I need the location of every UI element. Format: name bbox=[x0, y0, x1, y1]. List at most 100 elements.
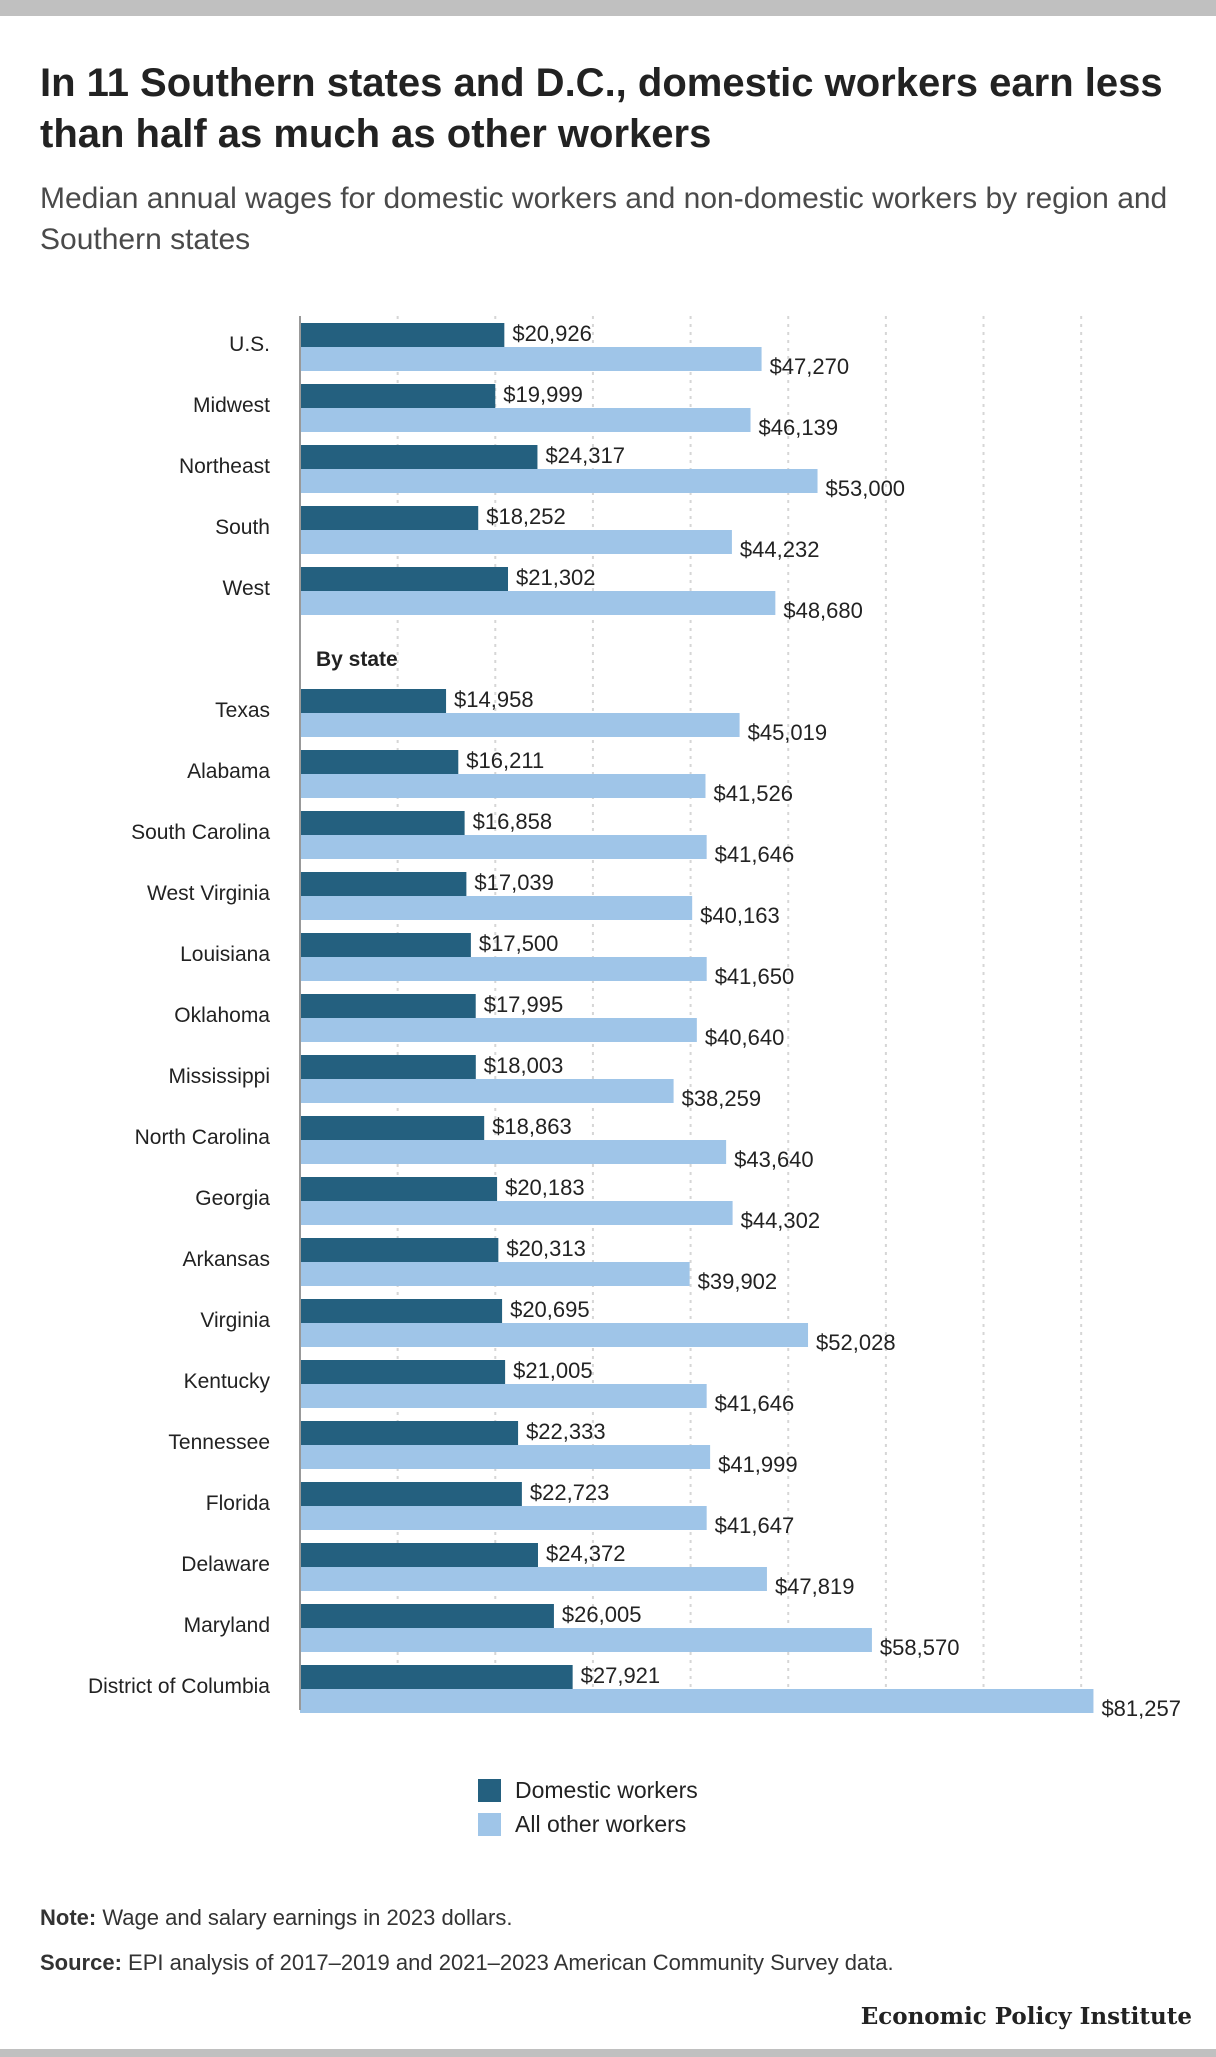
bar-other bbox=[300, 713, 740, 737]
data-label-other: $41,647 bbox=[715, 1513, 795, 1538]
data-label-other: $81,257 bbox=[1101, 1696, 1181, 1721]
data-label-domestic: $22,333 bbox=[526, 1419, 606, 1444]
data-label-other: $48,680 bbox=[783, 598, 863, 623]
legend-swatch-domestic bbox=[478, 1778, 501, 1802]
bar-domestic bbox=[300, 933, 471, 957]
bar-domestic bbox=[300, 1116, 485, 1140]
category-label: Florida bbox=[206, 1492, 271, 1515]
data-label-other: $40,163 bbox=[700, 903, 780, 928]
data-label-domestic: $18,003 bbox=[484, 1053, 564, 1078]
category-label: Louisiana bbox=[180, 943, 270, 966]
bar-other bbox=[300, 1079, 674, 1103]
category-label: Oklahoma bbox=[174, 1004, 270, 1027]
source: Source: EPI analysis of 2017–2019 and 20… bbox=[40, 1950, 894, 1976]
bar-other bbox=[300, 408, 751, 432]
category-label: Arkansas bbox=[182, 1248, 270, 1271]
bar-other bbox=[300, 1567, 767, 1591]
chart-legend: Domestic workers All other workers bbox=[478, 1773, 698, 1841]
chart-title: In 11 Southern states and D.C., domestic… bbox=[40, 61, 1163, 156]
bar-domestic bbox=[300, 1543, 538, 1567]
data-label-domestic: $17,039 bbox=[474, 870, 554, 895]
legend-item-other: All other workers bbox=[478, 1807, 698, 1841]
data-label-other: $40,640 bbox=[705, 1025, 785, 1050]
data-label-domestic: $21,005 bbox=[513, 1358, 593, 1383]
chart-subtitle: Median annual wages for domestic workers… bbox=[40, 182, 1168, 256]
bar-domestic bbox=[300, 1055, 476, 1079]
data-label-domestic: $26,005 bbox=[562, 1602, 642, 1627]
data-label-domestic: $17,995 bbox=[484, 992, 564, 1017]
data-label-domestic: $21,302 bbox=[516, 565, 596, 590]
source-label: Source: bbox=[40, 1950, 122, 1975]
data-label-domestic: $16,858 bbox=[473, 809, 553, 834]
category-label: Kentucky bbox=[184, 1370, 271, 1393]
data-label-other: $46,139 bbox=[759, 415, 839, 440]
bar-domestic bbox=[300, 872, 467, 896]
category-label: Virginia bbox=[200, 1309, 270, 1332]
note-text: Wage and salary earnings in 2023 dollars… bbox=[96, 1905, 513, 1930]
data-label-domestic: $14,958 bbox=[454, 687, 534, 712]
bar-other bbox=[300, 469, 818, 493]
category-label: South Carolina bbox=[131, 821, 270, 844]
legend-swatch-other bbox=[478, 1812, 501, 1836]
bar-domestic bbox=[300, 384, 496, 408]
bar-domestic bbox=[300, 1299, 503, 1323]
bar-domestic bbox=[300, 1604, 554, 1628]
brand-logo: Economic Policy Institute bbox=[860, 2003, 1192, 2030]
category-label: Mississippi bbox=[168, 1065, 270, 1088]
data-label-other: $52,028 bbox=[816, 1330, 896, 1355]
bar-other bbox=[300, 591, 776, 615]
bar-domestic bbox=[300, 994, 476, 1018]
data-label-domestic: $24,317 bbox=[545, 443, 625, 468]
data-label-domestic: $19,999 bbox=[503, 382, 583, 407]
bar-other bbox=[300, 774, 706, 798]
data-label-domestic: $20,695 bbox=[510, 1297, 590, 1322]
data-label-domestic: $27,921 bbox=[581, 1663, 661, 1688]
bar-other bbox=[300, 1445, 711, 1469]
category-label: Delaware bbox=[181, 1553, 270, 1576]
data-label-other: $41,999 bbox=[718, 1452, 798, 1477]
legend-label-domestic: Domestic workers bbox=[515, 1776, 698, 1803]
data-label-domestic: $24,372 bbox=[546, 1541, 626, 1566]
category-label: Tennessee bbox=[168, 1431, 270, 1454]
category-label: Alabama bbox=[187, 760, 270, 783]
category-label: Midwest bbox=[193, 394, 270, 417]
section-label: By state bbox=[316, 648, 398, 671]
bar-domestic bbox=[300, 1421, 519, 1445]
bar-other bbox=[300, 957, 707, 981]
bar-domestic bbox=[300, 1238, 499, 1262]
data-label-other: $41,646 bbox=[715, 1391, 795, 1416]
category-label: Texas bbox=[215, 699, 270, 722]
bar-other bbox=[300, 1689, 1094, 1713]
category-label: U.S. bbox=[229, 333, 270, 356]
bottom-border bbox=[0, 2049, 1216, 2057]
bar-domestic bbox=[300, 750, 459, 774]
bar-other bbox=[300, 530, 732, 554]
bar-domestic bbox=[300, 811, 465, 835]
data-label-domestic: $18,252 bbox=[486, 504, 566, 529]
source-text: EPI analysis of 2017–2019 and 2021–2023 … bbox=[121, 1950, 894, 1975]
category-label: North Carolina bbox=[135, 1126, 271, 1149]
data-label-domestic: $16,211 bbox=[466, 748, 544, 773]
note-label: Note: bbox=[40, 1905, 97, 1930]
legend-label-other: All other workers bbox=[515, 1810, 687, 1837]
data-label-other: $44,302 bbox=[741, 1208, 821, 1233]
data-label-domestic: $18,863 bbox=[492, 1114, 572, 1139]
bar-domestic bbox=[300, 1665, 573, 1689]
data-label-domestic: $20,926 bbox=[512, 321, 592, 346]
bar-other bbox=[300, 896, 693, 920]
bar-other bbox=[300, 1018, 697, 1042]
bar-domestic bbox=[300, 445, 538, 469]
bar-domestic bbox=[300, 567, 509, 591]
bar-domestic bbox=[300, 1482, 522, 1506]
bar-domestic bbox=[300, 689, 447, 713]
category-label: Georgia bbox=[195, 1187, 270, 1210]
bar-other bbox=[300, 1323, 809, 1347]
top-border bbox=[0, 0, 1216, 16]
data-label-domestic: $17,500 bbox=[479, 931, 559, 956]
data-label-other: $44,232 bbox=[740, 537, 820, 562]
data-label-other: $53,000 bbox=[826, 476, 906, 501]
data-label-other: $47,819 bbox=[775, 1574, 855, 1599]
bar-other bbox=[300, 347, 762, 371]
bar-other bbox=[300, 1140, 727, 1164]
bar-domestic bbox=[300, 1360, 506, 1384]
